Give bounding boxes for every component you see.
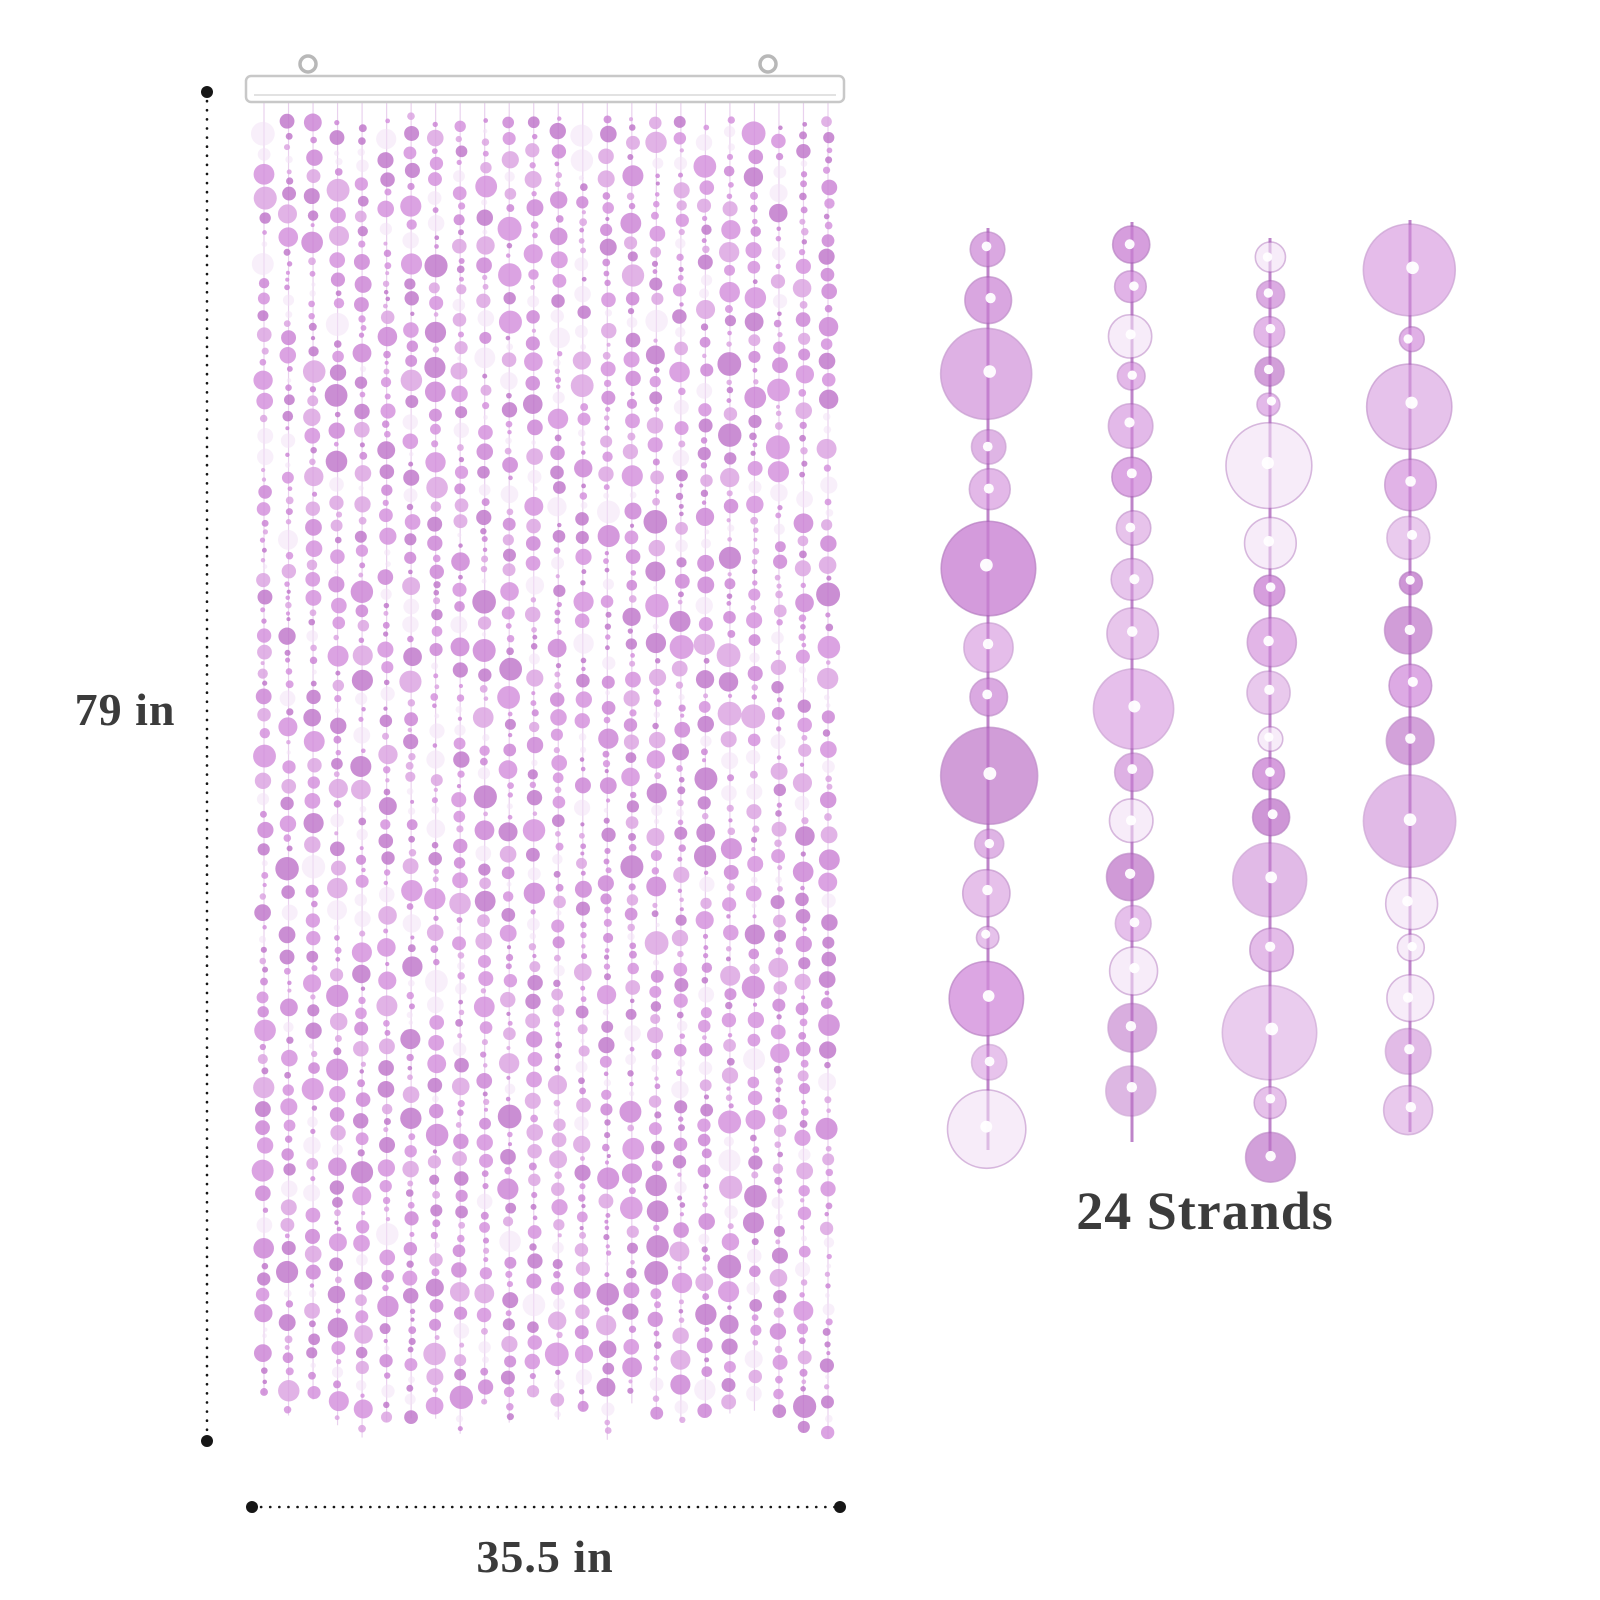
strand-count-label: 24 Strands [1076, 1181, 1334, 1241]
hanging-hook-icon [298, 54, 318, 74]
curtain-rod [244, 74, 846, 104]
closeup-strands [939, 220, 1457, 1183]
height-dimension-label: 79 in [74, 684, 176, 735]
width-dimension-label: 35.5 in [476, 1531, 614, 1582]
curtain-strands [250, 102, 841, 1440]
hanging-hook-icon [758, 54, 778, 74]
